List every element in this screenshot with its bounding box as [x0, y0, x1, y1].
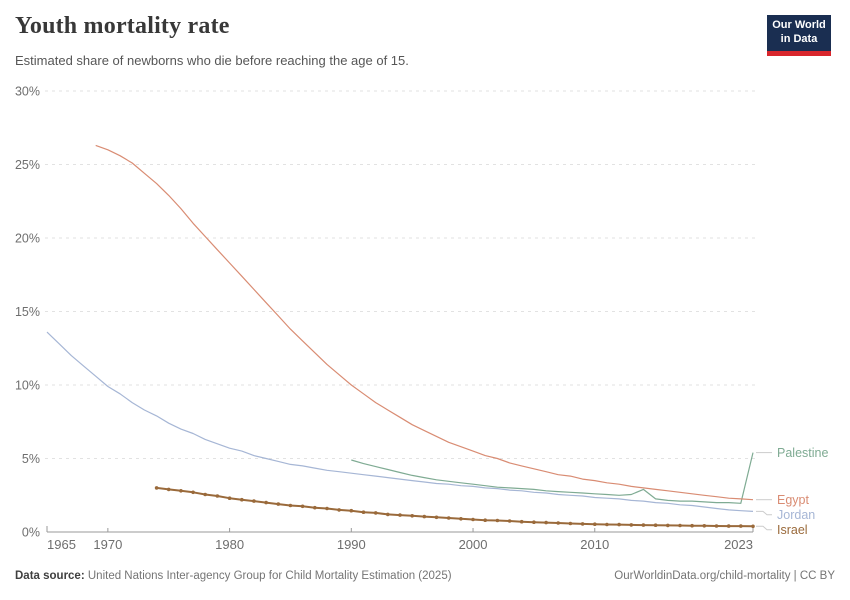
- series-line-palestine[interactable]: [351, 452, 754, 504]
- data-point-marker: [580, 522, 585, 526]
- data-point-marker: [288, 503, 293, 508]
- data-point-marker: [495, 518, 500, 523]
- y-tick-label: 15%: [15, 305, 40, 319]
- data-point-marker: [532, 520, 536, 524]
- page-title: Youth mortality rate: [15, 13, 230, 39]
- data-point-marker: [337, 508, 341, 512]
- owid-logo[interactable]: Our World in Data: [767, 15, 831, 56]
- y-tick-label: 5%: [22, 452, 40, 466]
- data-point-marker: [653, 523, 658, 527]
- x-tick-label: 2023: [724, 537, 753, 552]
- data-point-marker: [313, 505, 317, 510]
- series-label-egypt[interactable]: Egypt: [777, 493, 809, 507]
- series-line-israel[interactable]: [156, 486, 754, 528]
- x-tick-label: 1965: [47, 537, 76, 552]
- data-point-marker: [325, 506, 329, 511]
- data-point-marker: [593, 522, 597, 526]
- data-point-marker: [203, 492, 207, 497]
- y-tick-label: 0%: [22, 526, 40, 540]
- chart-canvas[interactable]: 0% 5% 10% 15% 20% 25% 30% 1965 1970 1980 1990 2000 2…: [0, 80, 850, 560]
- x-tick-label: 1980: [215, 537, 244, 552]
- data-source-text: United Nations Inter-agency Group for Ch…: [84, 570, 452, 582]
- data-point-marker: [544, 520, 548, 525]
- data-point-marker: [179, 489, 183, 493]
- data-point-marker: [471, 517, 475, 522]
- data-point-marker: [605, 522, 609, 527]
- data-point-marker: [739, 524, 743, 528]
- y-tick-label: 10%: [15, 379, 40, 393]
- data-point-marker: [726, 524, 731, 528]
- data-point-marker: [459, 517, 463, 521]
- series-label-israel[interactable]: Israel: [777, 523, 808, 537]
- data-point-marker: [641, 523, 646, 527]
- data-point-marker: [240, 497, 244, 502]
- data-point-marker: [349, 508, 354, 513]
- x-tick-label: 1990: [337, 537, 366, 552]
- data-point-marker: [191, 490, 195, 495]
- data-source-label: Data source:: [15, 570, 85, 582]
- data-point-marker: [386, 512, 390, 517]
- chart-footer: Data source: United Nations Inter-agency…: [15, 570, 835, 582]
- data-point-marker: [629, 523, 634, 527]
- owid-logo-line1: Our World: [772, 19, 826, 32]
- data-point-marker: [556, 521, 560, 525]
- data-point-marker: [300, 504, 305, 509]
- data-point-marker: [410, 514, 415, 518]
- series-line-jordan[interactable]: [46, 331, 754, 512]
- data-point-marker: [361, 510, 366, 514]
- data-point-marker: [751, 524, 755, 529]
- y-tick-label: 25%: [15, 158, 40, 172]
- data-point-marker: [264, 500, 268, 505]
- label-connector: [756, 525, 772, 531]
- x-tick-label: 1970: [93, 537, 122, 552]
- data-point-marker: [252, 499, 256, 503]
- data-point-marker: [714, 524, 719, 528]
- label-connector: [756, 510, 772, 516]
- data-point-marker: [507, 519, 512, 523]
- data-point-marker: [166, 487, 171, 492]
- series-label-jordan[interactable]: Jordan: [777, 508, 815, 522]
- attribution-link[interactable]: OurWorldinData.org/child-mortality | CC …: [614, 570, 835, 582]
- data-point-marker: [398, 513, 402, 517]
- series-line-egypt[interactable]: [95, 144, 754, 501]
- data-point-marker: [215, 494, 220, 498]
- x-tick-label: 2010: [580, 537, 609, 552]
- data-point-marker: [483, 518, 488, 522]
- owid-logo-line2: in Data: [780, 33, 818, 45]
- data-point-marker: [678, 523, 682, 528]
- data-point-marker: [690, 523, 694, 528]
- data-point-marker: [373, 511, 378, 515]
- data-point-marker: [519, 519, 524, 524]
- data-point-marker: [154, 486, 159, 490]
- y-tick-label: 20%: [15, 232, 40, 246]
- data-point-marker: [568, 521, 573, 526]
- data-point-marker: [276, 502, 281, 506]
- data-point-marker: [434, 515, 439, 520]
- series-label-palestine[interactable]: Palestine: [777, 446, 828, 460]
- y-tick-label: 30%: [15, 85, 40, 99]
- data-point-marker: [702, 524, 707, 528]
- data-point-marker: [666, 523, 670, 528]
- chart-subtitle: Estimated share of newborns who die befo…: [15, 53, 409, 68]
- x-tick-label: 2000: [459, 537, 488, 552]
- data-point-marker: [617, 522, 621, 527]
- data-source: Data source: United Nations Inter-agency…: [15, 570, 452, 582]
- data-point-marker: [227, 496, 232, 501]
- data-point-marker: [446, 516, 451, 520]
- data-point-marker: [422, 514, 427, 519]
